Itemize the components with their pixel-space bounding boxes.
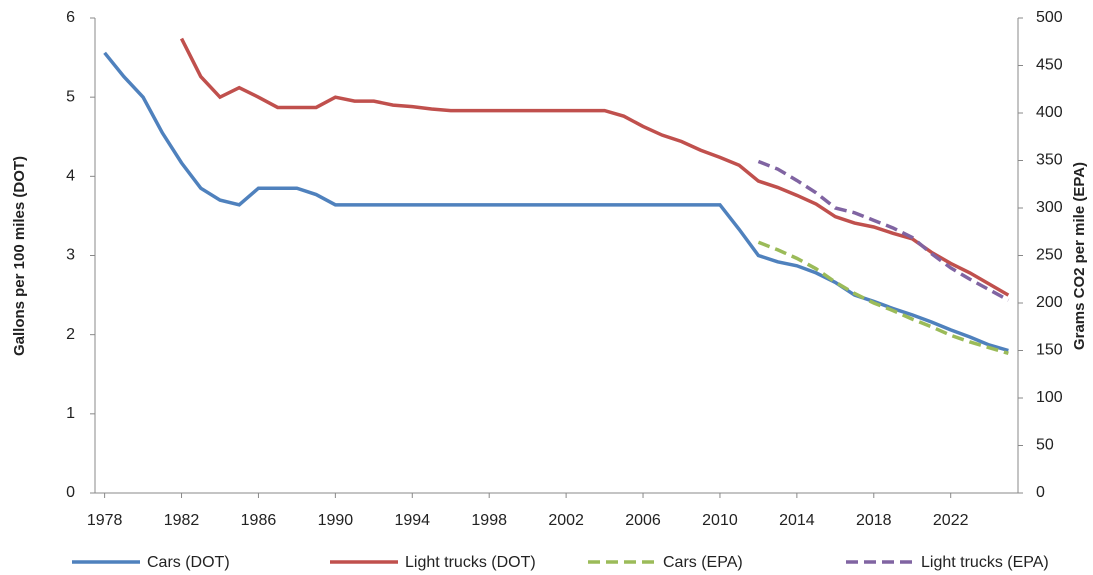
- x-tick-label: 2018: [856, 512, 892, 529]
- x-tick-label: 1982: [164, 512, 200, 529]
- y2-tick-label: 450: [1036, 57, 1063, 74]
- y-tick-label: 6: [66, 9, 75, 26]
- x-tick-label: 1990: [318, 512, 354, 529]
- y-tick-label: 3: [66, 247, 75, 264]
- y2-tick-label: 100: [1036, 389, 1063, 406]
- y2-tick-label: 250: [1036, 247, 1063, 264]
- legend-label: Cars (EPA): [663, 554, 743, 571]
- x-tick-label: 1998: [471, 512, 507, 529]
- legend-label: Light trucks (DOT): [405, 554, 536, 571]
- y2-tick-label: 0: [1036, 484, 1045, 501]
- x-tick-label: 1994: [394, 512, 430, 529]
- y-tick-label: 0: [66, 484, 75, 501]
- series-line: [103, 51, 1009, 353]
- y-axis-title: Gallons per 100 miles (DOT): [11, 156, 28, 356]
- x-tick-label: 2014: [779, 512, 815, 529]
- y-tick-label: 2: [66, 326, 75, 343]
- y-tick-label: 1: [66, 405, 75, 422]
- series-line: [179, 37, 1010, 297]
- y2-axis-title: Grams CO2 per mile (EPA): [1071, 162, 1088, 350]
- x-tick-label: 2022: [933, 512, 969, 529]
- y2-tick-label: 300: [1036, 199, 1063, 216]
- series-line: [757, 240, 1009, 356]
- series-line: [757, 159, 1010, 302]
- y-tick-label: 4: [66, 168, 75, 185]
- y-tick-label: 5: [66, 88, 75, 105]
- y2-tick-label: 500: [1036, 9, 1063, 26]
- y2-tick-label: 150: [1036, 342, 1063, 359]
- x-tick-label: 2010: [702, 512, 738, 529]
- x-tick-label: 1986: [241, 512, 277, 529]
- x-tick-label: 1978: [87, 512, 123, 529]
- x-tick-label: 2006: [625, 512, 661, 529]
- y2-tick-label: 50: [1036, 437, 1054, 454]
- y2-tick-label: 350: [1036, 152, 1063, 169]
- x-tick-label: 2002: [548, 512, 584, 529]
- legend-label: Cars (DOT): [147, 554, 230, 571]
- legend-label: Light trucks (EPA): [921, 554, 1049, 571]
- y2-tick-label: 400: [1036, 104, 1063, 121]
- y2-tick-label: 200: [1036, 294, 1063, 311]
